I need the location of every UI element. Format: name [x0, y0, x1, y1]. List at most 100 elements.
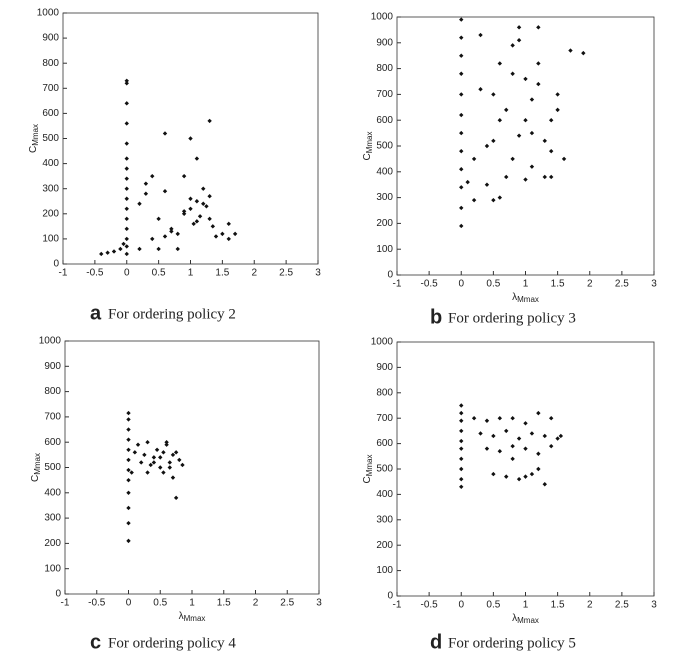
point [124, 196, 129, 201]
x-tick-label: 1.5 [551, 279, 565, 290]
point [207, 194, 212, 199]
y-tick-label: 1000 [39, 336, 62, 347]
point [510, 43, 515, 48]
point [523, 474, 528, 479]
point [175, 246, 180, 252]
y-tick-label: 600 [44, 437, 61, 448]
y-tick-label: 1000 [371, 337, 394, 348]
point [558, 433, 564, 439]
point [510, 456, 515, 462]
panel-label: b [430, 306, 442, 328]
point [167, 465, 172, 470]
point [491, 197, 496, 203]
point [549, 148, 554, 154]
point [164, 440, 169, 445]
point [137, 201, 142, 206]
point [484, 143, 490, 149]
x-tick-label: 0.5 [152, 268, 166, 279]
y-tick-label: 100 [376, 565, 393, 576]
point [139, 460, 144, 465]
point [204, 204, 209, 209]
point [459, 466, 464, 472]
x-tick-label: 0 [124, 268, 130, 279]
x-tick-label: -1 [59, 268, 68, 279]
point [126, 417, 131, 422]
point [510, 71, 515, 76]
point [162, 234, 168, 239]
y-tick-label: 400 [42, 158, 59, 169]
point [542, 433, 547, 439]
plot-frame [396, 341, 655, 597]
point [181, 173, 187, 179]
point [555, 436, 560, 441]
point [194, 199, 200, 204]
point [142, 452, 147, 458]
x-tick-label: -1 [393, 279, 402, 290]
point [201, 201, 206, 206]
point [118, 246, 123, 252]
point [177, 457, 182, 463]
point [459, 438, 464, 444]
y-tick-label: 200 [44, 538, 61, 549]
point [124, 251, 129, 257]
point [188, 196, 193, 201]
point [459, 71, 464, 76]
point [124, 166, 129, 171]
x-label-sub: Mmax [184, 614, 206, 623]
point [207, 118, 212, 124]
point [529, 97, 535, 102]
point [459, 130, 464, 136]
point [161, 450, 166, 455]
point [459, 403, 464, 408]
point [181, 211, 187, 216]
x-tick-label: 0.5 [486, 279, 500, 290]
point [124, 156, 129, 161]
y-tick-label: 300 [376, 514, 393, 525]
point [504, 174, 509, 180]
x-tick-label: 2.5 [279, 268, 293, 279]
x-tick-label: -0.5 [88, 598, 106, 609]
point [220, 231, 225, 237]
point [510, 443, 515, 449]
point [459, 418, 464, 423]
y-tick-label: 200 [42, 208, 59, 219]
x-axis-label: λMmax [512, 292, 539, 304]
x-axis-label: λMmax [179, 611, 206, 623]
point [459, 185, 464, 190]
y-tick-label: 0 [387, 270, 393, 281]
point [529, 471, 535, 477]
panel-label: c [90, 631, 101, 653]
point [491, 92, 496, 97]
y-tick-label: 800 [42, 58, 59, 69]
point [197, 214, 203, 219]
point [459, 428, 464, 434]
plot-frame [64, 340, 320, 595]
point [536, 61, 541, 66]
y-tick-label: 700 [42, 83, 59, 94]
point [465, 179, 470, 185]
x-tick-label: 0 [458, 279, 464, 290]
point [478, 87, 483, 92]
y-label-main: C [362, 153, 373, 160]
y-tick-label: 500 [376, 464, 393, 475]
point [167, 460, 172, 465]
caption: For ordering policy 2 [108, 306, 236, 322]
point [484, 446, 490, 451]
point [484, 418, 490, 423]
point [132, 450, 138, 455]
point [173, 495, 179, 501]
point [497, 118, 502, 123]
point [459, 53, 464, 58]
point [111, 249, 117, 254]
point [99, 251, 104, 257]
point [191, 221, 196, 227]
y-tick-label: 300 [44, 513, 61, 524]
point [150, 236, 155, 242]
point [173, 450, 179, 455]
x-tick-label: 3 [651, 600, 657, 611]
point [549, 443, 554, 449]
point [207, 216, 212, 222]
y-tick-label: 400 [376, 166, 393, 177]
point [459, 410, 464, 416]
